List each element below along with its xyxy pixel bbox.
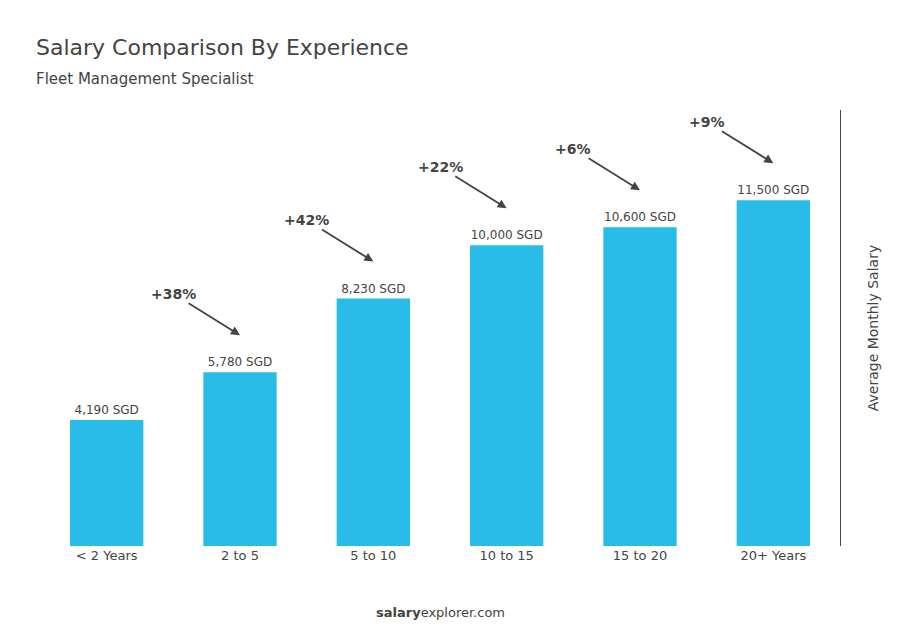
svg-text:+22%: +22%	[418, 159, 463, 175]
svg-text:+6%: +6%	[555, 141, 591, 157]
svg-text:+9%: +9%	[689, 114, 725, 130]
svg-text:4,190 SGD: 4,190 SGD	[75, 403, 139, 417]
svg-text:+38%: +38%	[151, 286, 196, 302]
svg-text:15 to 20: 15 to 20	[613, 548, 667, 563]
svg-text:+42%: +42%	[284, 212, 329, 228]
svg-text:Salary Comparison By Experienc: Salary Comparison By Experience	[36, 35, 409, 60]
svg-text:10,000 SGD: 10,000 SGD	[471, 228, 543, 242]
svg-text:8,230 SGD: 8,230 SGD	[341, 282, 405, 296]
svg-text:2 to 5: 2 to 5	[221, 548, 259, 563]
svg-text:10,600 SGD: 10,600 SGD	[604, 210, 676, 224]
svg-text:< 2 Years: < 2 Years	[76, 548, 138, 563]
svg-text:5,780 SGD: 5,780 SGD	[208, 355, 272, 369]
svg-text:Average Monthly Salary: Average Monthly Salary	[865, 245, 881, 411]
svg-text:10 to 15: 10 to 15	[479, 548, 533, 563]
svg-text:5 to 10: 5 to 10	[350, 548, 396, 563]
svg-text:salaryexplorer.com: salaryexplorer.com	[376, 605, 505, 620]
svg-text:20+ Years: 20+ Years	[740, 548, 806, 563]
svg-text:Fleet Management Specialist: Fleet Management Specialist	[36, 70, 254, 88]
svg-text:11,500 SGD: 11,500 SGD	[737, 183, 809, 197]
